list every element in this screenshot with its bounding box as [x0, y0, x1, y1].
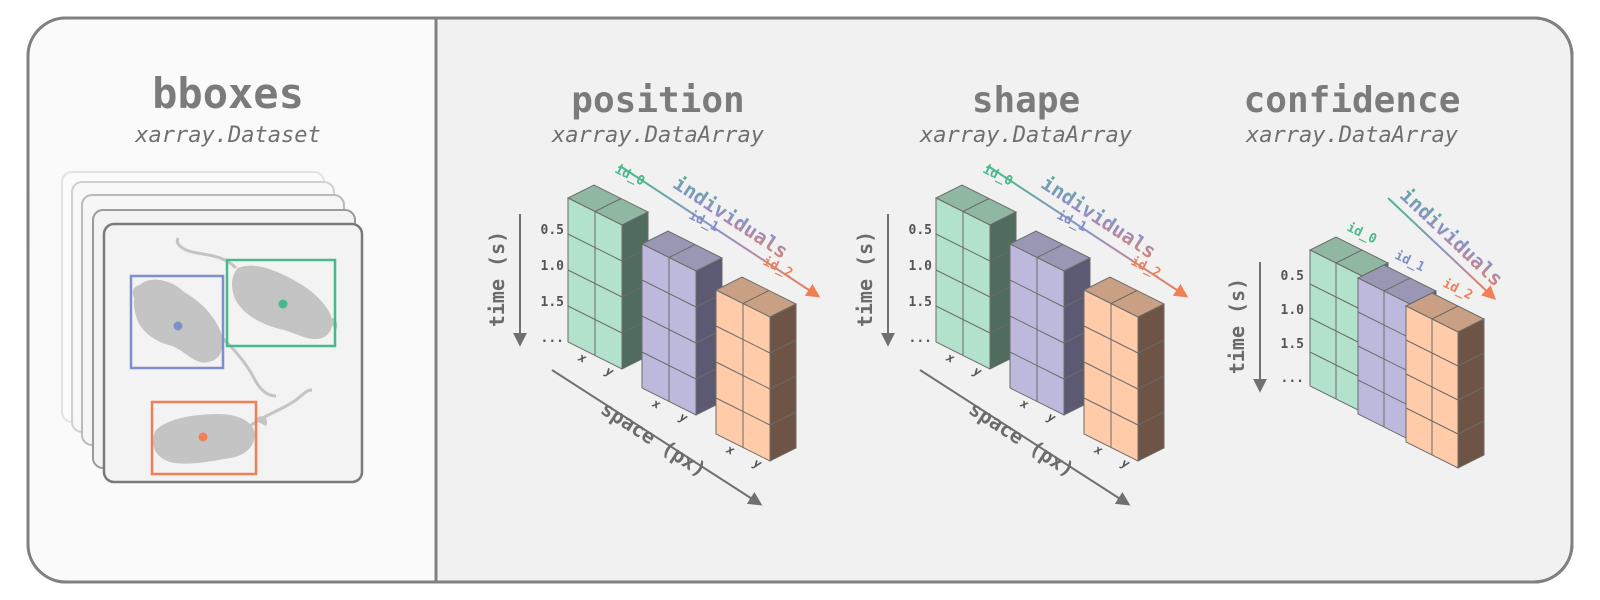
individuals-arrow — [619, 165, 821, 298]
time-axis-label: time (s) — [853, 231, 877, 327]
space-axis — [551, 369, 763, 506]
individuals-arrow — [987, 165, 1189, 298]
time-tick: 0.5 — [541, 223, 564, 238]
dataset-title: bboxes — [152, 69, 304, 118]
dataset-panel: bboxes xarray.Dataset — [61, 69, 364, 484]
time-tick: 0.5 — [909, 223, 932, 238]
array-subtitle: xarray.DataArray — [551, 123, 765, 148]
block-id_2 — [714, 276, 798, 462]
array-subtitle: xarray.DataArray — [1245, 123, 1459, 148]
bbox-blue — [129, 274, 225, 370]
dataset-subtitle: xarray.Dataset — [134, 123, 320, 148]
block-id_0 — [934, 184, 1018, 370]
block-id_1 — [1008, 230, 1092, 416]
centroid-blue — [173, 321, 183, 331]
time-axis-label: time (s) — [485, 231, 509, 327]
time-tick: ... — [909, 331, 932, 346]
time-tick: 1.0 — [541, 259, 565, 274]
array-title: position — [571, 80, 744, 121]
time-tick: 0.5 — [1281, 269, 1304, 284]
centroid-orange — [198, 432, 208, 442]
time-tick: 1.0 — [1281, 303, 1305, 318]
centroid-green — [278, 299, 288, 309]
frame-stack — [61, 171, 364, 484]
array-confidence: confidencexarray.DataArrayindividualstim… — [1225, 80, 1508, 469]
block-id_2 — [1082, 276, 1166, 462]
time-tick: 1.5 — [1281, 337, 1304, 352]
array-title: confidence — [1244, 80, 1461, 121]
individuals-arrow — [1387, 197, 1497, 300]
bbox-green — [225, 258, 337, 348]
array-subtitle: xarray.DataArray — [919, 123, 1133, 148]
bbox-orange — [150, 400, 258, 476]
block-id_2 — [1404, 292, 1486, 469]
array-title: shape — [972, 80, 1080, 121]
time-tick: 1.5 — [541, 295, 564, 310]
time-tick: ... — [1281, 371, 1304, 386]
space-axis — [919, 369, 1131, 506]
time-axis-label: time (s) — [1225, 278, 1249, 374]
block-id_1 — [640, 230, 724, 416]
block-id_0 — [566, 184, 650, 370]
time-tick: ... — [541, 331, 564, 346]
array-position: positionxarray.DataArrayindividualstime … — [485, 80, 821, 506]
time-tick: 1.0 — [909, 259, 933, 274]
time-tick: 1.5 — [909, 295, 932, 310]
